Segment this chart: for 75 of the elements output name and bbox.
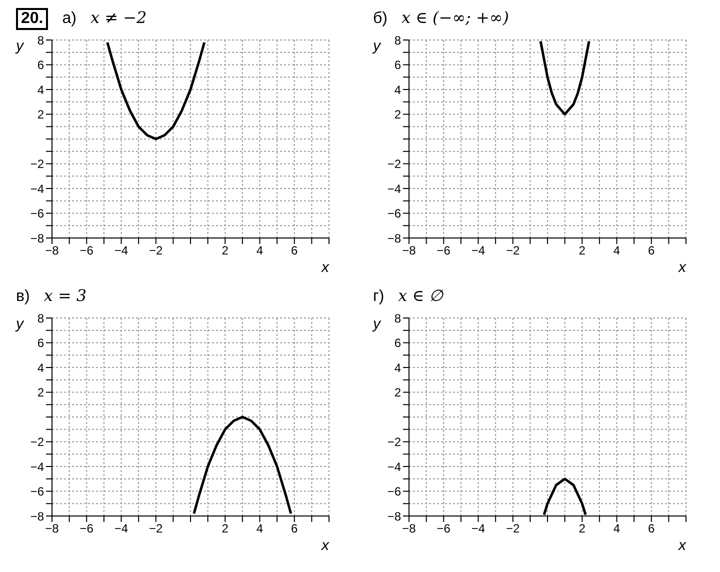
text: 20. — [16, 8, 48, 30]
y-tick-label: −8 — [387, 509, 402, 524]
y-tick-label: 8 — [37, 311, 44, 326]
y-tick-label: 6 — [37, 336, 44, 350]
y-axis-title: y — [372, 316, 382, 333]
x-tick-label: −4 — [114, 244, 128, 258]
x-tick-label: 6 — [291, 244, 298, 258]
x-tick-label: −6 — [436, 522, 451, 536]
x-tick-label: 6 — [291, 522, 298, 536]
y-tick-label: −8 — [30, 509, 44, 524]
x-tick-label: 6 — [648, 244, 656, 258]
x-tick-label: −2 — [506, 522, 520, 536]
x-axis-title: x — [320, 537, 330, 554]
y-tick-label: 4 — [37, 360, 44, 375]
x-tick-label: 4 — [613, 522, 620, 536]
y-tick-label: −2 — [387, 435, 402, 450]
line-series — [539, 40, 590, 116]
y-tick-label: −2 — [30, 157, 44, 172]
y-tick-label: 2 — [394, 108, 402, 122]
x-tick-label: −4 — [471, 522, 486, 536]
x-axis-title: x — [678, 537, 686, 554]
y-tick-label: −6 — [30, 484, 44, 499]
chart-title: в) — [16, 288, 30, 306]
x-axis-title: x — [320, 259, 330, 276]
y-axis-title: y — [15, 38, 25, 55]
x-tick-label: −2 — [149, 244, 164, 258]
y-tick-label: 6 — [394, 336, 402, 350]
x-tick-label: −6 — [80, 244, 94, 258]
text: x ∈ ∅ — [398, 286, 444, 305]
y-tick-label: −4 — [30, 182, 44, 196]
x-tick-label: 4 — [256, 522, 264, 536]
x-tick-label: 2 — [222, 244, 229, 258]
y-tick-label: −6 — [30, 206, 44, 221]
x-tick-label: −6 — [436, 244, 451, 258]
x-tick-label: −6 — [80, 522, 94, 536]
x-tick-label: −4 — [471, 244, 486, 258]
y-tick-label: −6 — [387, 206, 402, 221]
x-tick-label: 2 — [578, 244, 586, 258]
y-tick-label: 8 — [394, 311, 402, 326]
x-tick-label: 2 — [222, 522, 229, 536]
text: x ∈ (−∞; +∞) — [402, 8, 509, 27]
chart-title: б) — [373, 10, 388, 28]
y-tick-label: −4 — [387, 460, 402, 474]
y-axis-title: y — [15, 316, 25, 333]
x-axis-title: x — [678, 259, 686, 276]
y-tick-label: 4 — [394, 82, 402, 97]
y-tick-label: 2 — [37, 386, 44, 400]
x-tick-label: 6 — [648, 522, 656, 536]
y-tick-label: −8 — [387, 231, 402, 246]
text: x ≠ −2 — [90, 8, 147, 27]
y-tick-label: 2 — [37, 108, 44, 122]
y-tick-label: 6 — [394, 58, 402, 72]
chart-title: а) — [62, 10, 76, 28]
y-tick-label: −4 — [30, 460, 44, 474]
y-tick-label: 4 — [394, 360, 402, 375]
x-tick-label: −2 — [506, 244, 520, 258]
x-tick-label: 4 — [613, 244, 620, 258]
y-tick-label: 8 — [37, 33, 44, 48]
x-tick-label: −4 — [114, 522, 128, 536]
chart-title: г) — [373, 288, 384, 306]
y-tick-label: 4 — [37, 82, 44, 97]
line-series — [106, 41, 206, 140]
y-tick-label: −6 — [387, 484, 402, 499]
y-tick-label: 8 — [394, 33, 402, 48]
y-tick-label: −2 — [30, 435, 44, 450]
text: x = 3 — [44, 286, 87, 305]
y-tick-label: −2 — [387, 157, 402, 172]
y-tick-label: 6 — [37, 58, 44, 72]
y-tick-label: −8 — [30, 231, 44, 246]
y-tick-label: −4 — [387, 182, 402, 196]
x-tick-label: 2 — [578, 522, 586, 536]
y-axis-title: y — [372, 38, 382, 55]
x-tick-label: 4 — [256, 244, 264, 258]
y-tick-label: 2 — [394, 386, 402, 400]
x-tick-label: −2 — [149, 522, 164, 536]
